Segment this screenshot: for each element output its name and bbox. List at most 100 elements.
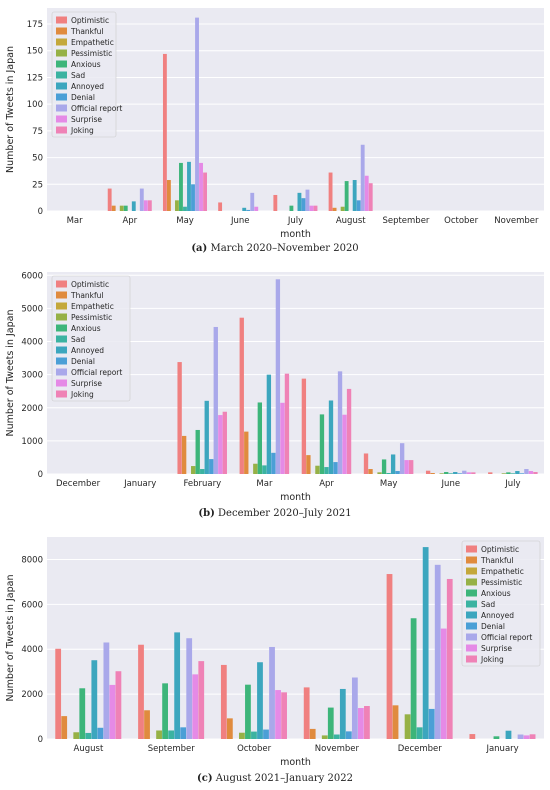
bar-official-report: [399, 443, 405, 474]
bar-thankful: [181, 435, 187, 474]
bar-denial: [356, 200, 361, 211]
y-tick-label: 1000: [21, 437, 43, 447]
y-tick-label: 6000: [21, 271, 43, 281]
legend-swatch: [56, 368, 67, 376]
legend-entry: Denial: [71, 357, 95, 366]
bar-surprise: [364, 175, 369, 211]
bar-thankful: [166, 180, 171, 211]
legend-swatch: [466, 655, 477, 663]
legend-swatch: [56, 357, 67, 365]
bar-anxious: [344, 181, 349, 211]
bar-sad: [200, 469, 205, 474]
y-tick-label: 0: [38, 470, 43, 480]
bar-optimistic: [220, 664, 227, 739]
caption-c: (c) August 2021–January 2022: [0, 773, 550, 784]
bar-denial: [271, 452, 276, 474]
plot-area: [47, 537, 544, 739]
bar-official-report: [139, 188, 144, 211]
bar-sad: [183, 206, 187, 211]
bar-official-report: [305, 189, 310, 211]
bar-joking: [313, 205, 318, 211]
bar-joking: [147, 200, 152, 211]
legend-entry: Anxious: [71, 324, 101, 333]
bar-sad: [85, 732, 92, 739]
bar-official-report: [517, 734, 524, 739]
bar-annoyed: [352, 180, 357, 211]
bar-pessimistic: [439, 473, 444, 474]
legend-swatch: [56, 346, 67, 354]
bar-thankful: [144, 710, 150, 739]
legend-entry: Optimistic: [71, 280, 109, 289]
bar-pessimistic: [191, 466, 196, 474]
x-tick-label: Apr: [319, 479, 334, 489]
bar-annoyed: [204, 400, 209, 474]
bar-joking: [409, 460, 414, 474]
legend-entry: Pessimistic: [71, 49, 112, 58]
bar-surprise: [218, 415, 223, 474]
bar-optimistic: [488, 472, 493, 474]
legend-box: [461, 540, 541, 667]
bar-anxious: [245, 684, 251, 739]
bar-pessimistic: [73, 732, 80, 739]
bar-optimistic: [303, 687, 310, 739]
legend: Optimistic Thankful Empathetic Pessimistic A…: [51, 275, 131, 402]
legend-swatch: [56, 49, 67, 57]
x-tick-label: December: [398, 744, 443, 754]
bar-pessimistic: [340, 206, 345, 211]
legend-swatch: [466, 633, 477, 641]
y-tick-label: 150: [27, 47, 43, 57]
legend-swatch: [56, 126, 67, 134]
bar-thankful: [226, 718, 233, 739]
legend-swatch: [466, 567, 477, 575]
x-tick-label: Apr: [122, 216, 137, 226]
caption-c-text: August 2021–January 2022: [215, 773, 353, 784]
bar-surprise: [254, 206, 259, 211]
bar-surprise: [309, 205, 314, 211]
bar-anxious: [79, 688, 86, 739]
bar-anxious: [123, 205, 128, 211]
bar-denial: [395, 471, 400, 474]
x-tick-label: February: [183, 479, 221, 489]
bar-sad: [262, 465, 267, 474]
legend-swatch: [466, 644, 477, 652]
bar-optimistic: [162, 53, 167, 211]
legend-swatch: [56, 313, 67, 321]
bar-surprise: [143, 200, 148, 211]
legend-entry: Pessimistic: [481, 578, 522, 587]
legend-entry: Official report: [481, 633, 532, 642]
y-tick-label: 5000: [21, 304, 43, 314]
legend-swatch: [56, 71, 67, 79]
bar-thankful: [392, 705, 399, 739]
legend-entry: Sad: [71, 71, 85, 80]
x-tick-label: January: [123, 479, 156, 489]
bar-optimistic: [328, 172, 333, 211]
y-tick-label: 50: [32, 154, 43, 164]
bar-pessimistic: [315, 465, 320, 474]
bar-annoyed: [242, 207, 247, 211]
bar-anxious: [381, 459, 387, 474]
legend-entry: Joking: [480, 655, 504, 664]
bar-surprise: [342, 414, 347, 474]
bar-anxious: [195, 429, 200, 474]
legend-swatch: [56, 324, 67, 332]
legend-entry: Empathetic: [481, 567, 524, 576]
y-tick-label: 0: [38, 735, 43, 745]
bar-annoyed: [257, 662, 263, 739]
legend-swatch: [56, 16, 67, 24]
legend-swatch: [466, 600, 477, 608]
y-tick-label: 4000: [21, 645, 43, 655]
x-tick-label: July: [504, 479, 520, 489]
y-tick-label: 2000: [21, 404, 43, 414]
bar-joking: [364, 706, 370, 739]
legend: Optimistic Thankful Empathetic Pessimistic A…: [51, 11, 122, 138]
legend-entry: Denial: [71, 93, 95, 102]
bar-surprise: [199, 162, 203, 211]
bar-denial: [301, 198, 306, 211]
caption-a: (a) March 2020–November 2020: [0, 243, 550, 254]
legend-entry: Sad: [481, 600, 495, 609]
bar-anxious: [444, 472, 449, 474]
legend-entry: Anxious: [481, 589, 511, 598]
x-axis-label: month: [280, 229, 311, 240]
bar-optimistic: [177, 362, 182, 474]
